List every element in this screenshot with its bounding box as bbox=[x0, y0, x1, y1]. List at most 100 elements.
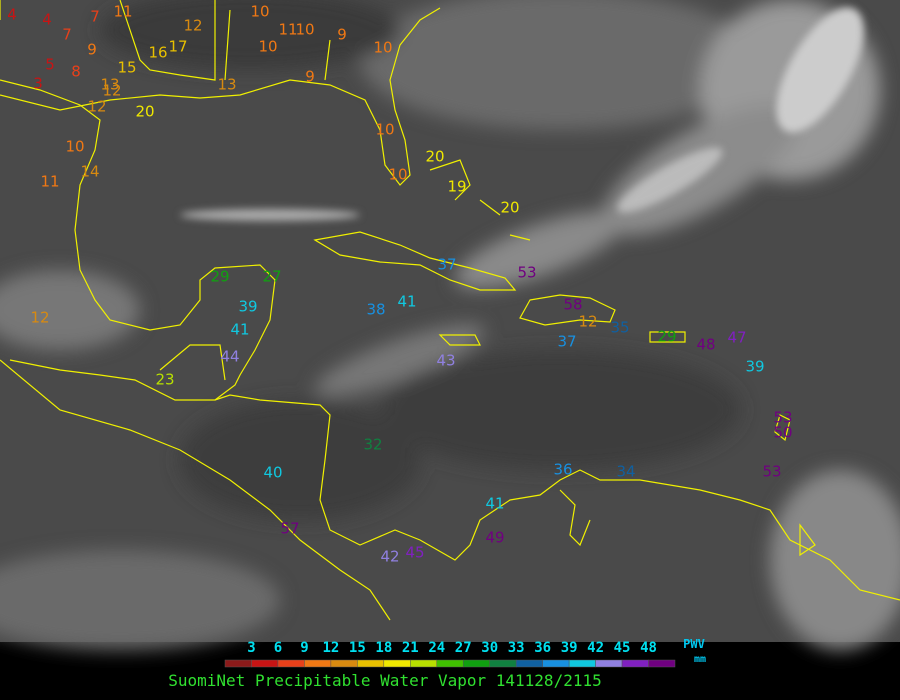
legend-swatch bbox=[595, 659, 623, 668]
station-value: 9 bbox=[305, 68, 315, 86]
station-value: 10 bbox=[295, 21, 314, 39]
station-value: 35 bbox=[610, 319, 629, 337]
station-value: 58 bbox=[563, 296, 582, 314]
station-value: 47 bbox=[727, 329, 746, 347]
legend-tick-label: 42 bbox=[587, 640, 604, 656]
station-value: 4 bbox=[42, 11, 52, 29]
station-value: 40 bbox=[263, 464, 282, 482]
station-value: 12 bbox=[30, 309, 49, 327]
station-value: 8 bbox=[71, 63, 81, 81]
station-value: 11 bbox=[278, 21, 297, 39]
map-title: SuomiNet Precipitable Water Vapor 141128… bbox=[168, 671, 601, 690]
station-value: 20 bbox=[135, 103, 154, 121]
legend-unit: PWV bbox=[683, 637, 705, 651]
station-value: 14 bbox=[80, 163, 99, 181]
station-value: 42 bbox=[380, 548, 399, 566]
legend-tick-label: 6 bbox=[274, 640, 282, 656]
legend-unit: mm bbox=[694, 654, 706, 665]
station-value: 53 bbox=[773, 409, 792, 427]
legend-swatch bbox=[542, 659, 570, 668]
station-value: 10 bbox=[250, 3, 269, 21]
legend-tick-label: 3 bbox=[247, 640, 255, 656]
station-value: 20 bbox=[500, 199, 519, 217]
station-value: 29 bbox=[210, 268, 229, 286]
station-value: 53 bbox=[762, 463, 781, 481]
legend-tick-label: 48 bbox=[640, 640, 657, 656]
station-value: 11 bbox=[40, 173, 59, 191]
station-value: 5 bbox=[45, 56, 55, 74]
station-value: 34 bbox=[616, 463, 635, 481]
station-value: 15 bbox=[117, 59, 136, 77]
station-value: 19 bbox=[447, 178, 466, 196]
legend-swatch bbox=[621, 659, 649, 668]
station-value: 39 bbox=[238, 298, 257, 316]
legend: PWV mm 3 6 9 12 15 18 21 24 27 30 33 36 39 42 45 48 bbox=[224, 637, 706, 668]
station-value: 37 bbox=[557, 333, 576, 351]
station-value: 13 bbox=[100, 76, 119, 94]
legend-swatch bbox=[515, 659, 543, 668]
station-value: 39 bbox=[745, 358, 764, 376]
station-value: 48 bbox=[696, 336, 715, 354]
legend-tick-label: 24 bbox=[428, 640, 445, 656]
station-value: 7 bbox=[62, 26, 72, 44]
legend-tick-label: 12 bbox=[322, 640, 339, 656]
station-value: 57 bbox=[280, 520, 299, 538]
station-value: 13 bbox=[217, 76, 236, 94]
station-value: 41 bbox=[485, 495, 504, 513]
station-value: 3 bbox=[33, 75, 43, 93]
legend-tick-label: 15 bbox=[349, 640, 366, 656]
station-value: 12 bbox=[578, 313, 597, 331]
legend-tick-label: 33 bbox=[508, 640, 525, 656]
station-value: 10 bbox=[258, 38, 277, 56]
legend-swatch bbox=[489, 659, 517, 668]
legend-tick-label: 9 bbox=[300, 640, 308, 656]
legend-tick-label: 39 bbox=[561, 640, 578, 656]
legend-swatch bbox=[648, 659, 676, 668]
legend-tick-label: 30 bbox=[481, 640, 498, 656]
legend-swatch bbox=[304, 659, 332, 668]
station-value: 12 bbox=[102, 82, 121, 100]
cloud-streaks bbox=[180, 7, 864, 221]
legend-tick-label: 45 bbox=[614, 640, 631, 656]
station-value: 45 bbox=[405, 544, 424, 562]
legend-swatch bbox=[410, 659, 438, 668]
legend-swatch bbox=[251, 659, 279, 668]
station-value: 9 bbox=[337, 26, 347, 44]
station-value: 10 bbox=[65, 138, 84, 156]
legend-swatch bbox=[277, 659, 305, 668]
station-value: 20 bbox=[425, 148, 444, 166]
station-value: 53 bbox=[517, 264, 536, 282]
station-value: 12 bbox=[87, 98, 106, 116]
station-value: 10 bbox=[373, 39, 392, 57]
station-value: 10 bbox=[388, 166, 407, 184]
station-value: 17 bbox=[168, 38, 187, 56]
legend-swatch bbox=[436, 659, 464, 668]
legend-swatch bbox=[330, 659, 358, 668]
station-value: 7 bbox=[90, 8, 100, 26]
legend-swatch bbox=[224, 659, 252, 668]
station-value: 11 bbox=[113, 3, 132, 21]
legend-tick-label: 27 bbox=[455, 640, 472, 656]
station-value: 41 bbox=[230, 321, 249, 339]
legend-swatch bbox=[357, 659, 385, 668]
station-value: 41 bbox=[397, 293, 416, 311]
station-value: 49 bbox=[485, 529, 504, 547]
legend-tick-label: 21 bbox=[402, 640, 419, 656]
station-value: 44 bbox=[220, 348, 239, 366]
station-value: 32 bbox=[363, 436, 382, 454]
legend-swatch bbox=[568, 659, 596, 668]
station-value: 27 bbox=[262, 268, 281, 286]
legend-swatch bbox=[462, 659, 490, 668]
station-value: 37 bbox=[437, 256, 456, 274]
station-value: 29 bbox=[657, 328, 676, 346]
station-value: 9 bbox=[87, 41, 97, 59]
legend-swatch bbox=[383, 659, 411, 668]
station-value: 4 bbox=[7, 6, 17, 24]
station-value: 43 bbox=[436, 352, 455, 370]
station-value: 50 bbox=[773, 424, 792, 442]
coastlines bbox=[0, 0, 900, 621]
legend-tick-label: 36 bbox=[534, 640, 551, 656]
station-value: 38 bbox=[366, 301, 385, 319]
